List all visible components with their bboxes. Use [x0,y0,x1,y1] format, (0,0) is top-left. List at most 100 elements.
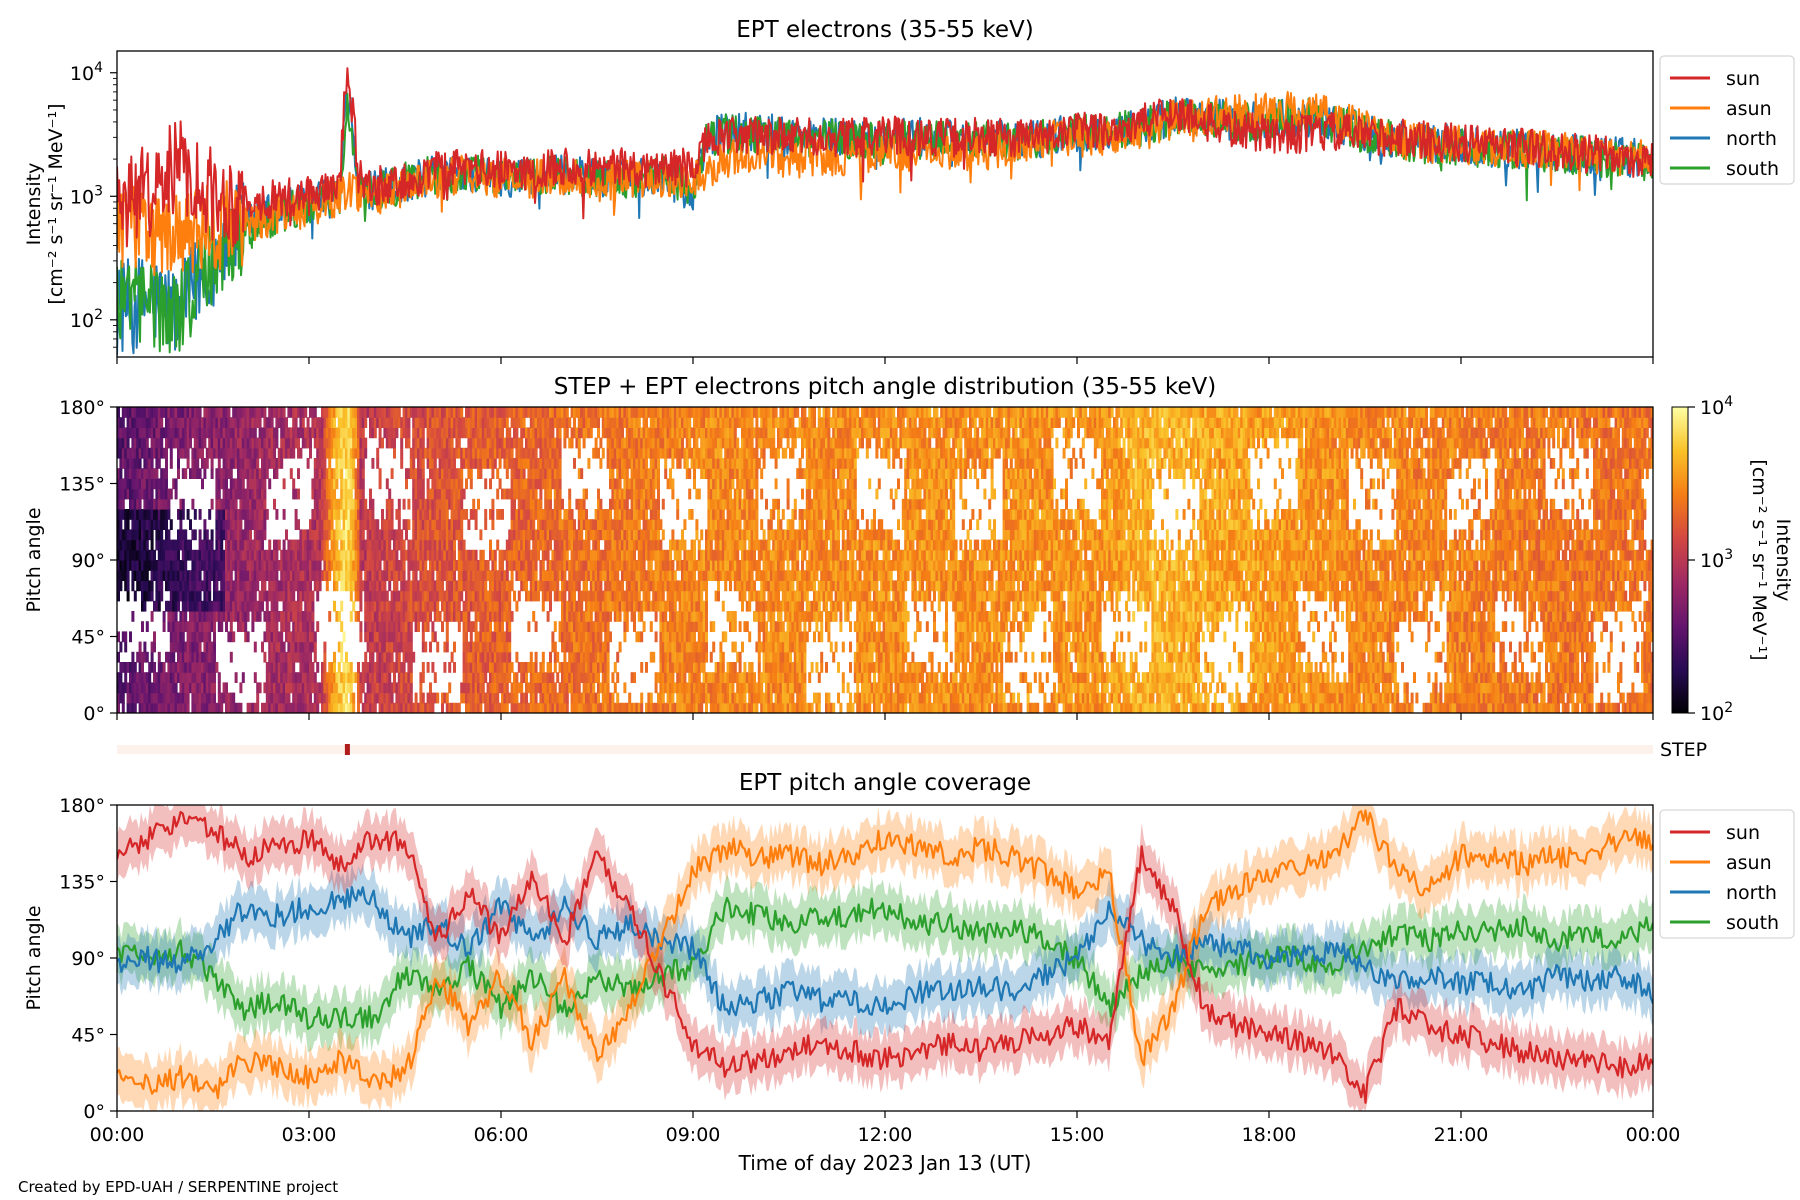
heatmap-cell [289,682,293,694]
heatmap-cell [273,692,276,704]
heatmap-cell [141,468,144,479]
heatmap-cell [157,539,161,551]
heatmap-cell [256,458,260,469]
heatmap-cell [335,570,339,581]
heatmap-cell [210,692,214,704]
heatmap-cell [385,478,389,490]
heatmap-cell [321,458,324,469]
heatmap-cell [325,468,329,479]
heatmap-cell [241,529,245,541]
heatmap-cell [340,600,344,612]
heatmap-cell [193,692,197,704]
heatmap-cell [285,672,288,683]
heatmap-cell [131,682,135,694]
heatmap-cell [213,621,216,632]
heatmap-cell [181,560,185,571]
heatmap-cell [412,458,416,469]
heatmap-cell [534,692,538,704]
heatmap-cell [241,549,245,561]
heatmap-cell [421,478,425,490]
heatmap-cell [537,590,540,602]
heatmap-cell [294,509,298,520]
heatmap-cell [239,549,243,561]
heatmap-cell [117,468,120,479]
heatmap-cell [186,682,190,694]
heatmap-cell [265,509,269,520]
heatmap-cell [359,498,363,510]
heatmap-cell [157,570,161,581]
heatmap-cell [448,662,452,673]
heatmap-cell [179,519,183,530]
heatmap-cell [306,560,310,571]
heatmap-cell [256,539,260,551]
heatmap-cell [157,692,161,704]
heatmap-cell [160,509,164,520]
heatmap-cell [349,427,353,439]
heatmap-cell [215,417,219,428]
heatmap-cell [359,458,363,469]
heatmap-cell [138,407,142,418]
heatmap-cell [342,437,346,449]
heatmap-cell [294,549,298,561]
heatmap-cell [337,682,341,694]
heatmap-cell [227,447,231,459]
heatmap-cell [241,427,245,439]
heatmap-cell [203,651,207,663]
heatmap-cell [162,509,166,520]
heatmap-cell [160,417,164,428]
heatmap-cell [357,539,360,551]
heatmap-cell [364,519,368,530]
heatmap-cell [251,621,255,632]
heatmap-cell [328,672,332,683]
heatmap-cell [462,539,466,551]
heatmap-cell [325,407,329,418]
heatmap-cell [251,611,255,622]
heatmap-cell [352,458,356,469]
heatmap-cell [220,621,224,632]
heatmap-cell [179,651,183,663]
heatmap-cell [381,509,384,520]
panel1-xticks [116,357,1654,364]
heatmap-cell [150,447,154,459]
heatmap-cell [229,590,233,602]
heatmap-cell [213,662,216,673]
heatmap-cell [289,662,293,673]
heatmap-cell [328,427,332,439]
heatmap-cell [184,662,188,673]
heatmap-cell [126,692,130,704]
heatmap-cell [160,478,164,490]
heatmap-cell [335,509,339,520]
heatmap-cell [357,529,360,541]
heatmap-cell [131,478,135,490]
heatmap-cell [124,468,128,479]
heatmap-cell [261,549,264,561]
heatmap-cell [251,519,255,530]
heatmap-cell [246,611,250,622]
heatmap-cell [361,509,365,520]
heatmap-cell [309,692,312,704]
heatmap-cell [124,662,128,673]
heatmap-cell [256,407,260,418]
heatmap-cell [181,702,185,713]
heatmap-cell [138,458,142,469]
heatmap-cell [234,478,238,490]
heatmap-cell [292,662,296,673]
heatmap-cell [208,590,212,602]
heatmap-cell [143,498,147,510]
series-line-sun [117,67,1653,248]
heatmap-cell [376,458,380,469]
heatmap-cell [251,590,255,602]
heatmap-cell [119,529,123,541]
heatmap-cell [117,560,120,571]
heatmap-cell [313,570,317,581]
heatmap-cell [534,570,538,581]
heatmap-cell [263,437,267,449]
heatmap-cell [167,427,171,439]
heatmap-cell [241,539,245,551]
heatmap-cell [313,519,317,530]
heatmap-cell [316,580,320,592]
heatmap-cell [124,641,128,653]
heatmap-cell [280,621,284,632]
heatmap-cell [318,437,322,449]
heatmap-cell [297,539,300,551]
